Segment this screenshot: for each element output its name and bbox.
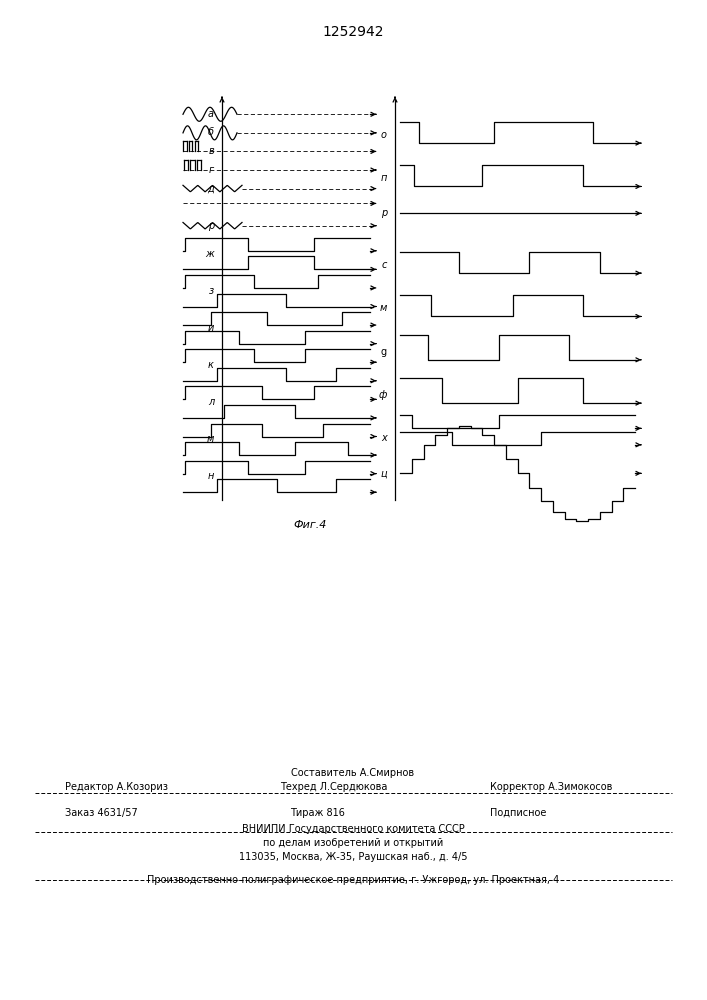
Text: в: в xyxy=(209,146,214,156)
Text: Фиг.4: Фиг.4 xyxy=(293,520,327,530)
Text: д: д xyxy=(207,184,214,194)
Text: м: м xyxy=(380,303,387,313)
Text: п: п xyxy=(380,173,387,183)
Text: g: g xyxy=(381,347,387,357)
Text: 1252942: 1252942 xyxy=(322,25,384,39)
Text: м: м xyxy=(206,434,214,444)
Text: с: с xyxy=(382,260,387,270)
Text: р: р xyxy=(381,208,387,218)
Text: 113035, Москва, Ж-35, Раушская наб., д. 4/5: 113035, Москва, Ж-35, Раушская наб., д. … xyxy=(239,852,467,862)
Text: б: б xyxy=(208,127,214,137)
Text: Корректор А.Зимокосов: Корректор А.Зимокосов xyxy=(490,782,612,792)
Text: н: н xyxy=(208,471,214,481)
Text: х: х xyxy=(381,433,387,443)
Text: з: з xyxy=(209,286,214,296)
Text: ц: ц xyxy=(380,468,387,478)
Text: л: л xyxy=(208,397,214,407)
Text: о: о xyxy=(381,130,387,140)
Text: Производственно-полиграфическое предприятие, г. Ужгород, ул. Проектная, 4: Производственно-полиграфическое предприя… xyxy=(147,875,559,885)
Text: Заказ 4631/57: Заказ 4631/57 xyxy=(65,808,138,818)
Text: г: г xyxy=(209,165,214,175)
Text: и: и xyxy=(208,323,214,333)
Text: ВНИИПИ Государственного комитета СССР: ВНИИПИ Государственного комитета СССР xyxy=(242,824,464,834)
Text: Тираж 816: Тираж 816 xyxy=(290,808,345,818)
Text: Техред Л.Сердюкова: Техред Л.Сердюкова xyxy=(280,782,387,792)
Text: ж: ж xyxy=(205,249,214,259)
Text: Составитель А.Смирнов: Составитель А.Смирнов xyxy=(291,768,414,778)
Text: а: а xyxy=(208,109,214,119)
Text: ф: ф xyxy=(379,390,387,400)
Text: Подписное: Подписное xyxy=(490,808,547,818)
Text: р: р xyxy=(208,221,214,231)
Text: к: к xyxy=(208,360,214,370)
Text: по делам изобретений и открытий: по делам изобретений и открытий xyxy=(263,838,443,848)
Text: Редактор А.Козориз: Редактор А.Козориз xyxy=(65,782,168,792)
